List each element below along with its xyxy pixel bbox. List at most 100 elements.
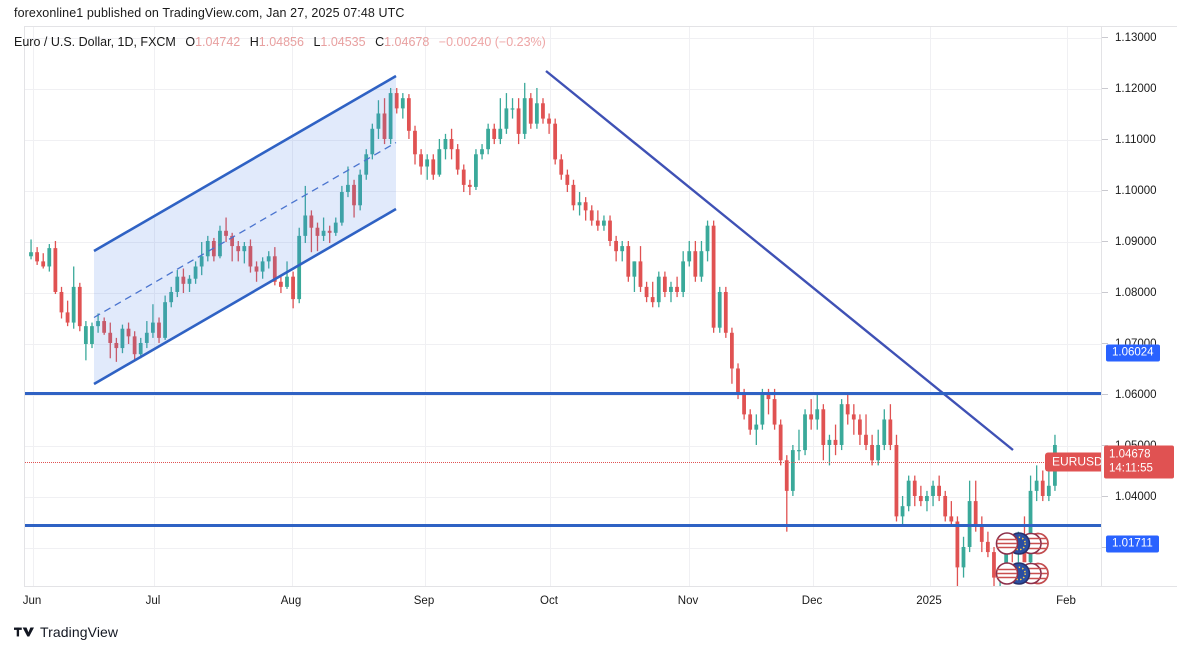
candle <box>175 270 180 298</box>
grid-line-vertical <box>154 27 155 587</box>
candle <box>406 94 411 139</box>
candle <box>352 179 356 218</box>
candle <box>736 363 740 400</box>
candle <box>114 337 119 362</box>
candle <box>461 164 466 193</box>
candle <box>864 414 868 451</box>
candle <box>589 205 594 226</box>
candle <box>315 222 320 252</box>
candle <box>900 495 905 527</box>
current-price-countdown: 14:11:55 <box>1109 462 1153 475</box>
candle <box>138 337 143 359</box>
candle <box>449 128 454 160</box>
candle <box>413 125 417 165</box>
candle <box>912 475 917 507</box>
candle <box>626 240 631 282</box>
price-tick-label: 1.06000 <box>1102 388 1177 402</box>
economic-event-icon[interactable] <box>995 561 1051 588</box>
candle <box>510 98 515 119</box>
price-tick-label: 1.09000 <box>1102 235 1177 249</box>
chart-plot-area[interactable]: EURUSD <box>24 26 1102 587</box>
candle <box>41 253 46 269</box>
candle <box>602 215 606 231</box>
candle <box>577 192 582 216</box>
time-axis[interactable]: Jun Jul Aug Sep Oct Nov Dec 2025 Feb <box>22 586 1177 617</box>
horizontal-level-line[interactable] <box>25 392 1102 396</box>
candle <box>699 240 704 282</box>
candle <box>187 275 192 292</box>
candle <box>553 118 558 165</box>
candle <box>857 414 862 445</box>
candle <box>638 246 643 292</box>
candle <box>516 98 521 145</box>
candle <box>772 388 777 430</box>
legend-symbol[interactable]: Euro / U.S. Dollar, 1D, FXCM <box>14 35 176 49</box>
descending-trendline[interactable] <box>545 70 1014 451</box>
candle <box>1034 465 1039 502</box>
candle <box>364 149 369 180</box>
candle <box>547 113 551 134</box>
price-tick-label: 1.04000 <box>1102 490 1177 504</box>
candle <box>675 276 679 298</box>
candle <box>285 261 289 289</box>
candle <box>541 98 545 124</box>
candle <box>327 225 332 244</box>
candle <box>766 388 771 415</box>
candle <box>522 82 527 139</box>
candle <box>730 327 734 384</box>
candle <box>565 169 570 193</box>
channel-lower-line[interactable] <box>93 207 397 386</box>
candle <box>321 217 326 241</box>
time-tick-label: Oct <box>540 595 558 607</box>
candle <box>309 210 314 253</box>
price-tick-label: 1.13000 <box>1102 31 1177 45</box>
candle <box>29 239 33 260</box>
candle <box>382 98 387 145</box>
candle <box>272 247 277 286</box>
candle <box>888 404 893 451</box>
candle <box>876 429 881 466</box>
channel-median-line[interactable] <box>93 141 397 319</box>
legend-change: −0.00240 (−0.23%) <box>438 35 546 49</box>
candle <box>742 388 746 420</box>
candle <box>230 232 235 262</box>
time-tick-label: Jun <box>22 595 42 607</box>
grid-line-horizontal <box>25 89 1102 90</box>
candle <box>918 485 923 507</box>
candle <box>437 138 442 177</box>
candle <box>419 149 423 175</box>
grid-line-horizontal <box>25 344 1102 345</box>
candle <box>431 154 436 180</box>
candle <box>254 261 259 282</box>
candle <box>894 434 899 522</box>
candle <box>96 313 100 333</box>
eu-us-event-icon[interactable] <box>995 561 1051 587</box>
candle <box>534 87 539 129</box>
candle <box>47 244 52 272</box>
price-axis[interactable]: 1.13000 1.12000 1.11000 1.10000 1.09000 1.080… <box>1101 26 1177 587</box>
candle <box>821 404 826 461</box>
economic-event-icon[interactable] <box>995 531 1051 562</box>
channel-upper-line[interactable] <box>93 74 397 253</box>
candle <box>656 271 661 308</box>
candle <box>693 240 698 282</box>
grid-line-horizontal <box>25 242 1102 243</box>
time-tick-label: Dec <box>801 595 823 607</box>
symbol-tag[interactable]: EURUSD <box>1045 452 1102 472</box>
horizontal-level-line[interactable] <box>25 523 1102 527</box>
candle <box>614 235 618 262</box>
candle <box>608 215 612 247</box>
price-tick-label: 1.08000 <box>1102 286 1177 300</box>
drawings-layer[interactable] <box>25 27 1102 587</box>
candle <box>443 133 448 160</box>
candle <box>53 240 58 295</box>
candle <box>662 271 667 298</box>
legend-close: C1.04678 <box>375 35 430 49</box>
candle <box>193 261 198 284</box>
eu-us-event-icon[interactable] <box>995 531 1051 557</box>
candle <box>559 154 564 180</box>
candle <box>376 100 381 139</box>
candle <box>65 300 70 327</box>
grid-line-vertical <box>425 27 426 587</box>
time-tick-label: Aug <box>280 595 302 607</box>
